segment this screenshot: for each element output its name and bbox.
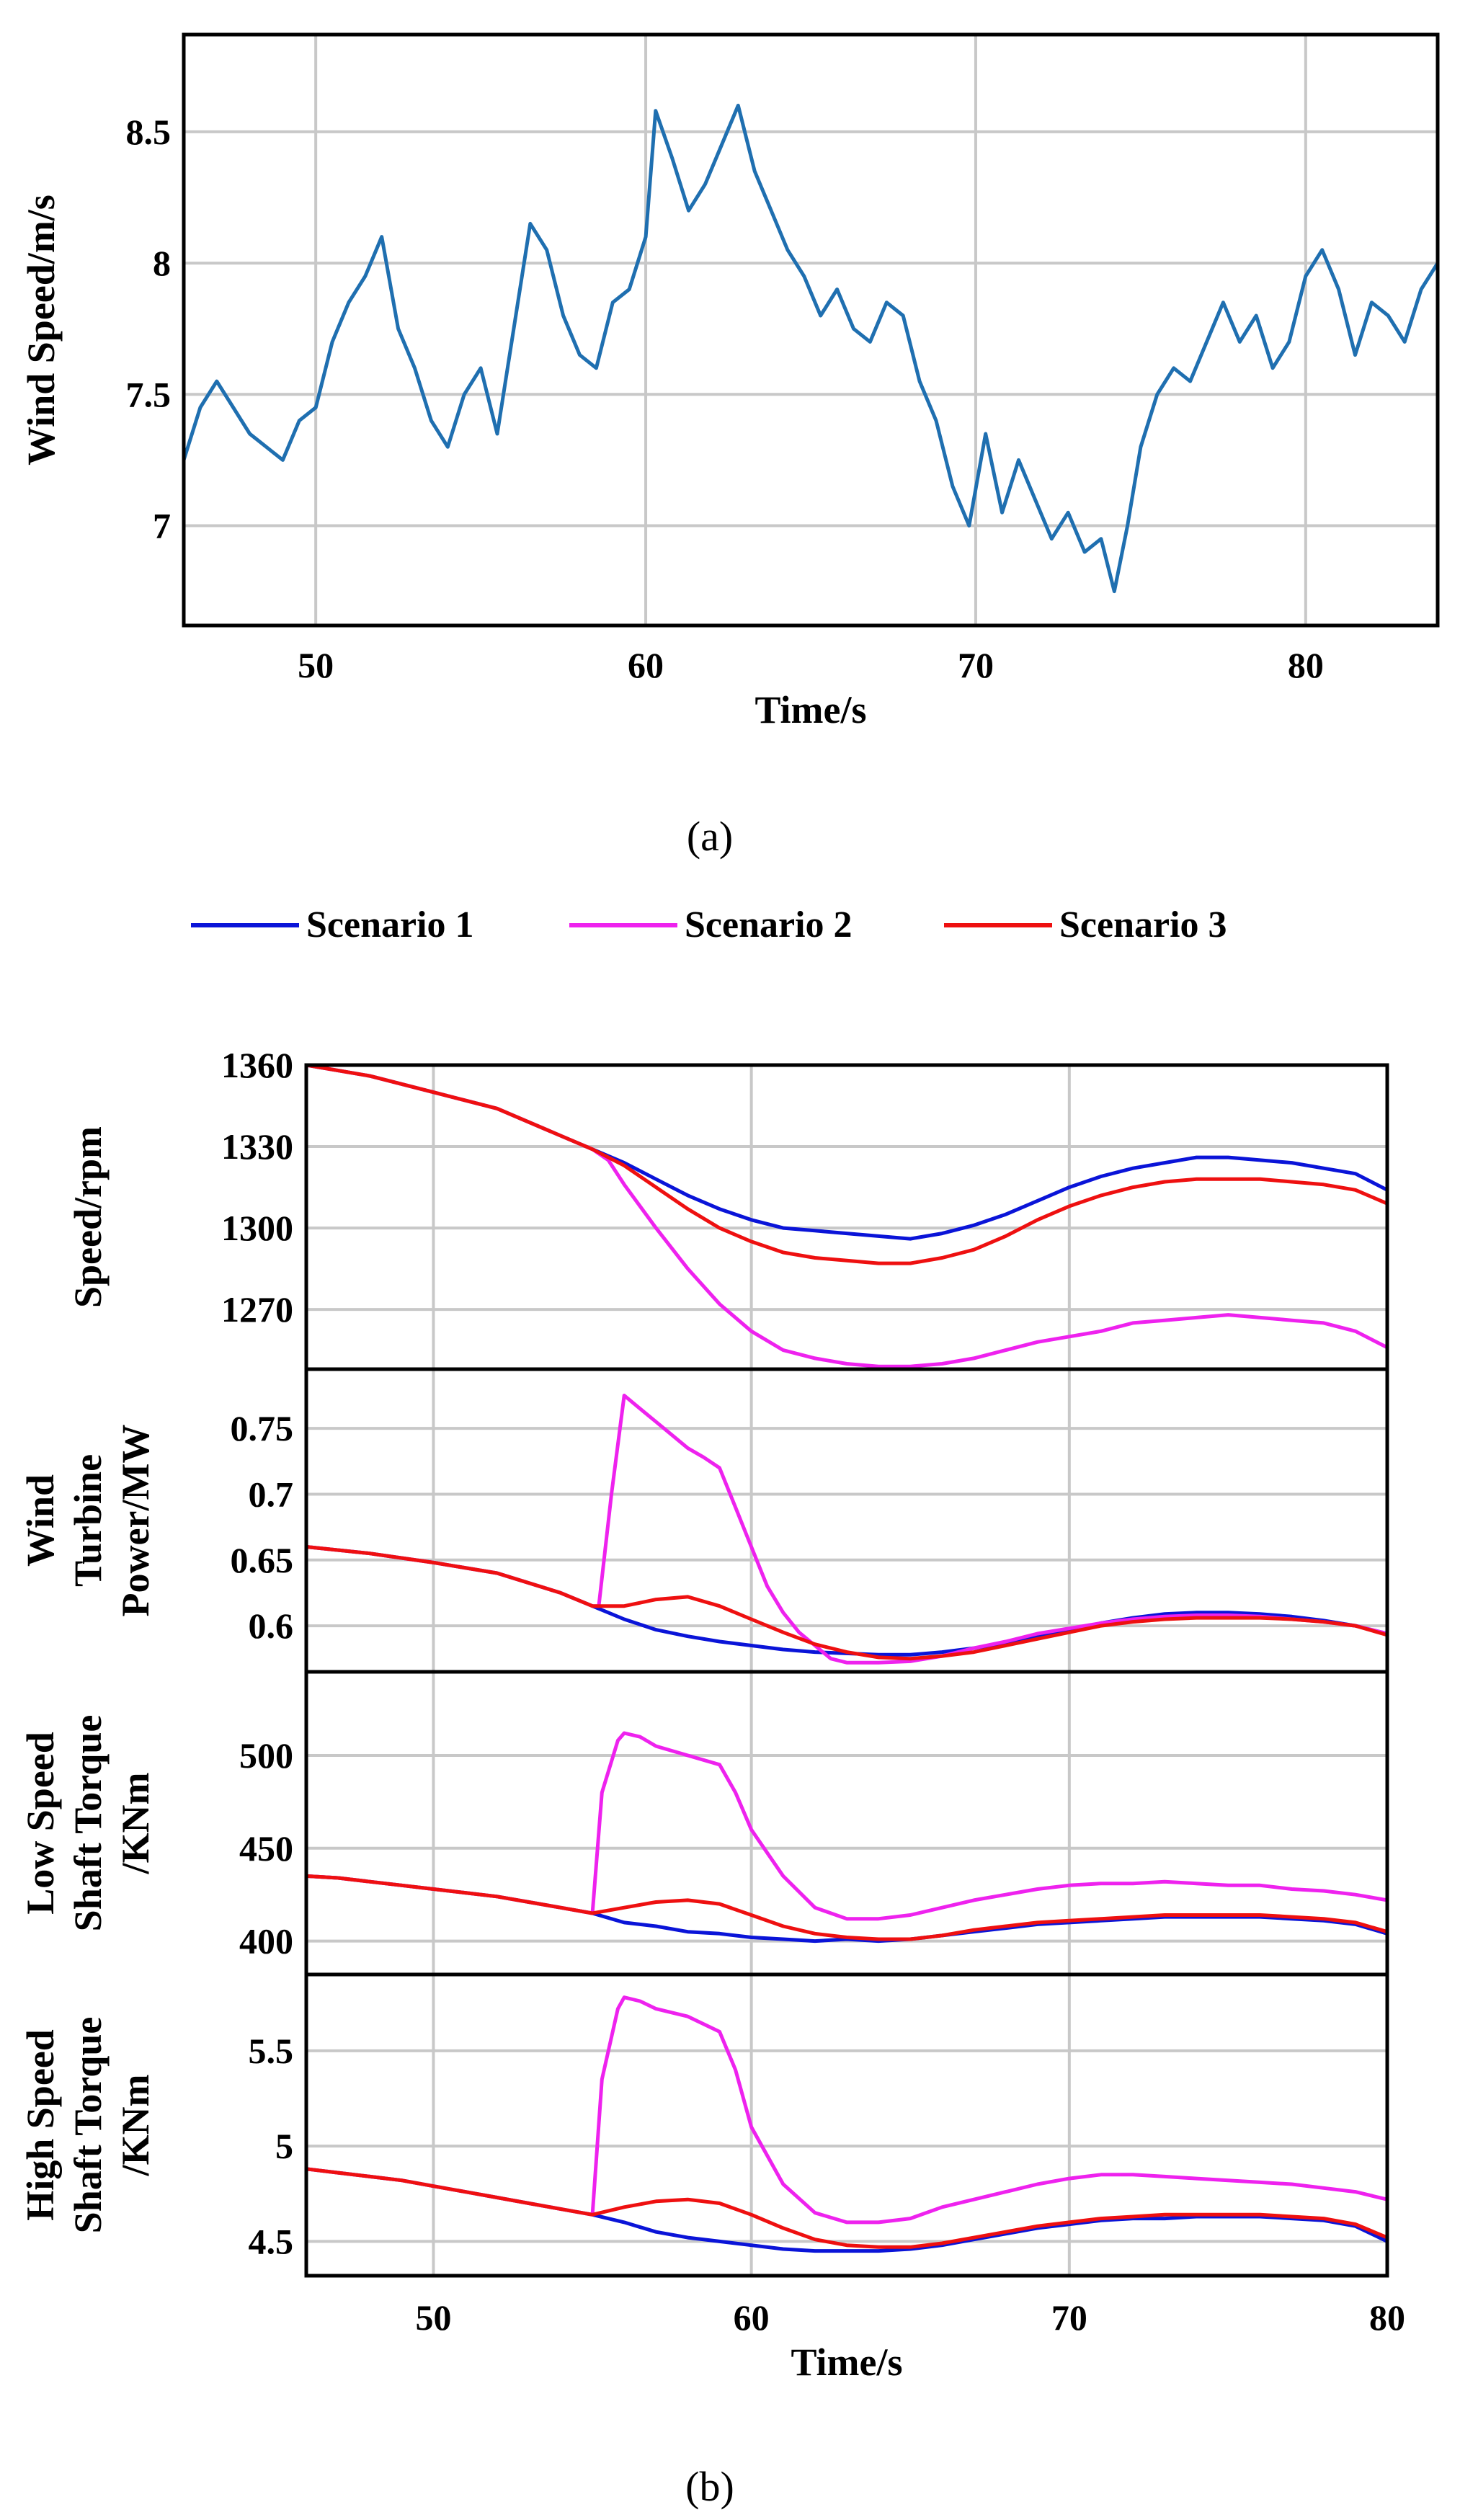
legend-label-3: Scenario 3 [1059,904,1227,945]
a-series-line-0 [182,103,1440,594]
b4-ytick-2: 5.5 [249,2031,294,2071]
b-xtick-80: 80 [1369,2297,1405,2338]
b2-ytick-1: 0.65 [231,1540,294,1580]
legend: Scenario 1 Scenario 2 Scenario 3 [191,904,1227,945]
b3-ytick-0: 400 [239,1921,293,1962]
legend-label-2: Scenario 2 [685,904,853,945]
b-xtick-70: 70 [1051,2297,1087,2338]
b3-frame [304,1670,1389,1977]
a-ytick-0: 7 [153,506,171,546]
b3-ylabel-line-3: /KNm [114,1772,157,1874]
a-xtick-70: 70 [958,645,994,685]
b4-ylabel-line-2: Shaft Torque [66,2017,110,2234]
a-xtick-80: 80 [1288,645,1324,685]
b4-ytick-1: 5 [275,2126,293,2166]
b2-line-scenario-1 [304,1545,1389,1657]
caption-a: (a) [687,813,733,860]
b4-frame [304,1972,1389,2278]
a-xlabel: Time/s [755,688,866,731]
a-plot-frame [182,32,1440,628]
a-xtick-60: 60 [628,645,664,685]
b2-ylabel-line-3: Power/MW [114,1425,157,1617]
b2-ytick-2: 0.7 [249,1474,294,1514]
b2-line-scenario-3 [304,1545,1389,1661]
b2-ytick-0: 0.6 [249,1606,294,1646]
chart-b-scenarios: 1270 1300 1330 1360 Speed/rpm 0.6 0.65 0.7 0.75 W… [19,1045,1405,2384]
a-xtick-50: 50 [298,645,334,685]
b1-line-scenario-1 [304,1063,1389,1241]
b2-ytick-3: 0.75 [231,1408,294,1448]
b1-ytick-1: 1300 [221,1208,293,1248]
b4-ylabel-line-1: High Speed [19,2029,62,2221]
b-panel-4: 4.5 5 5.5 High Speed Shaft Torque/KNm [19,1972,1389,2278]
a-ytick-1: 7.5 [126,374,172,414]
b3-line-scenario-3 [304,1874,1389,1941]
a-ytick-2: 8 [153,243,171,283]
b-xtick-50: 50 [415,2297,451,2338]
b-panel-1: 1270 1300 1330 1360 Speed/rpm [66,1045,1389,1371]
b3-line-scenario-2 [304,1731,1389,1921]
b1-line-scenario-3 [304,1063,1389,1265]
b-xtick-60: 60 [734,2297,770,2338]
b2-ylabel-line-2: Turbine [66,1454,110,1587]
chart-a-wind-speed: 50 60 70 80 7 7.5 8 8.5 Time/s Wind Speed/m/s [19,32,1440,731]
b-panel-3: 400 450 500 Low Speed Shaft Torque/KNm [19,1670,1389,1977]
b1-frame [304,1063,1389,1371]
a-ylabel: Wind Speed/m/s [19,195,63,466]
b1-ylabel-line-1: Speed/rpm [66,1126,110,1308]
caption-b: (b) [685,2463,734,2510]
b3-ylabel-line-1: Low Speed [19,1732,62,1915]
b-xlabel: Time/s [791,2341,902,2384]
b1-line-scenario-2 [304,1063,1389,1368]
b2-line-scenario-2 [304,1394,1389,1665]
b3-ytick-2: 500 [239,1735,293,1776]
b4-ytick-0: 4.5 [249,2221,294,2261]
legend-label-1: Scenario 1 [306,904,474,945]
b4-line-scenario-2 [304,1995,1389,2225]
b1-ytick-3: 1360 [221,1045,293,1085]
b2-ylabel-line-1: Wind [19,1474,62,1567]
b3-ylabel-line-2: Shaft Torque [66,1715,110,1932]
a-ytick-3: 8.5 [126,112,172,152]
b4-ylabel-line-3: /KNm [114,2074,157,2176]
b-panel-2: 0.6 0.65 0.7 0.75 Wind Turbine Power/MW [19,1367,1389,1674]
b4-line-scenario-3 [304,2167,1389,2249]
b1-ytick-2: 1330 [221,1126,293,1167]
b3-ytick-1: 450 [239,1828,293,1869]
b1-ytick-0: 1270 [221,1289,293,1330]
